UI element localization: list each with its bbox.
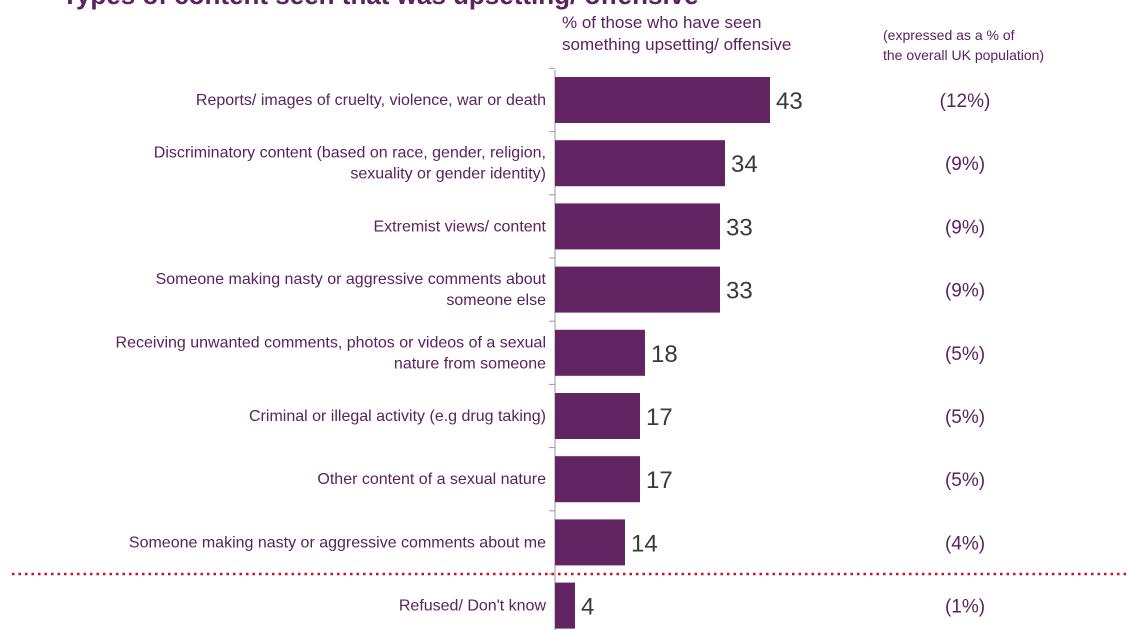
title-layer: Types of content seen that was upsetting… <box>62 0 699 10</box>
category-label-line: Extremist views/ content <box>374 218 547 235</box>
category-label-line: someone else <box>446 292 546 309</box>
data-label: 18 <box>651 341 678 368</box>
value-column-header-line: % of those who have seen <box>562 13 761 32</box>
population-label: (9%) <box>945 217 985 238</box>
category-label: Discriminatory content (based on race, g… <box>154 145 546 183</box>
population-label: (5%) <box>945 407 985 428</box>
population-label: (4%) <box>945 533 985 554</box>
bar <box>555 77 770 123</box>
category-label: Reports/ images of cruelty, violence, wa… <box>196 92 546 109</box>
category-label-line: Someone making nasty or aggressive comme… <box>129 534 546 551</box>
category-label-line: Other content of a sexual nature <box>317 471 546 488</box>
category-label-line: Refused/ Don't know <box>399 598 547 615</box>
data-label: 34 <box>731 151 758 178</box>
category-label-line: Reports/ images of cruelty, violence, wa… <box>196 92 546 109</box>
data-label: 14 <box>631 530 658 557</box>
bars <box>555 77 770 629</box>
category-label: Extremist views/ content <box>374 218 547 235</box>
category-label: Refused/ Don't know <box>399 598 547 615</box>
category-label: Someone making nasty or aggressive comme… <box>156 271 547 309</box>
data-label: 33 <box>726 278 753 305</box>
data-label: 43 <box>776 88 803 115</box>
data-label: 4 <box>581 594 594 621</box>
population-column-header-line: (expressed as a % of <box>883 27 1015 43</box>
column-headers: % of those who have seen something upsett… <box>562 13 1044 63</box>
data-label: 33 <box>726 214 753 241</box>
population-column-header-line: the overall UK population) <box>883 47 1044 63</box>
population-label: (5%) <box>945 344 985 365</box>
chart-title: Types of content seen that was upsetting… <box>62 0 699 10</box>
category-label: Other content of a sexual nature <box>317 471 546 488</box>
category-label: Criminal or illegal activity (e.g drug t… <box>249 408 546 425</box>
category-label-line: Someone making nasty or aggressive comme… <box>156 271 547 288</box>
population-label: (5%) <box>945 470 985 491</box>
category-label-line: Discriminatory content (based on race, g… <box>154 145 546 162</box>
labels: Reports/ images of cruelty, violence, wa… <box>116 88 991 621</box>
category-label: Someone making nasty or aggressive comme… <box>129 534 546 551</box>
bar <box>555 266 720 313</box>
category-label-line: nature from someone <box>394 355 546 372</box>
bar <box>555 329 645 376</box>
bar <box>555 140 725 187</box>
category-label-line: sexuality or gender identity) <box>350 166 546 183</box>
bar <box>555 393 640 439</box>
bar <box>555 456 640 503</box>
bar <box>555 203 720 250</box>
data-label: 17 <box>646 404 673 431</box>
bar <box>555 582 575 629</box>
category-label-line: Receiving unwanted comments, photos or v… <box>116 334 546 351</box>
population-label: (12%) <box>940 91 991 112</box>
bar <box>555 519 625 566</box>
data-label: 17 <box>646 467 673 494</box>
population-label: (9%) <box>945 154 985 175</box>
category-label: Receiving unwanted comments, photos or v… <box>116 334 547 372</box>
population-label: (1%) <box>945 597 985 618</box>
category-label-line: Criminal or illegal activity (e.g drug t… <box>249 408 546 425</box>
value-column-header-line: something upsetting/ offensive <box>562 35 791 54</box>
population-label: (9%) <box>945 281 985 302</box>
